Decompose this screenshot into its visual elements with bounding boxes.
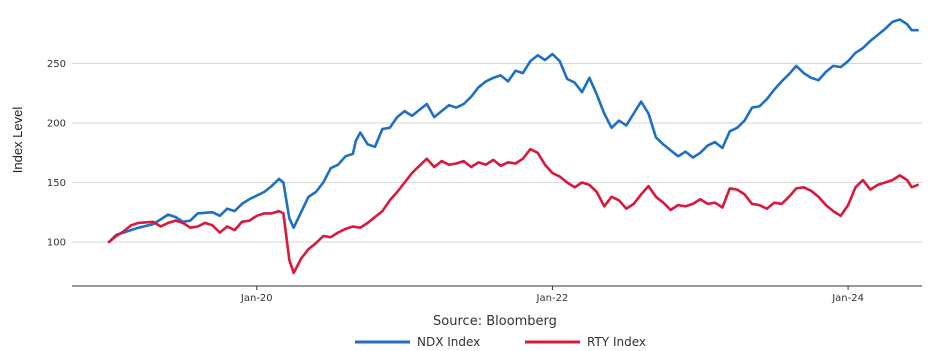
- legend-label: RTY Index: [587, 335, 646, 349]
- series-lines: [107, 18, 919, 275]
- legend: NDX Index RTY Index: [355, 335, 646, 349]
- x-tick-label: Jan-20: [240, 293, 273, 304]
- x-axis-label: Source: Bloomberg: [433, 314, 557, 329]
- legend-label: NDX Index: [417, 335, 480, 349]
- y-axis-label: Index Level: [10, 107, 25, 174]
- series-line-rty-index: [107, 147, 919, 275]
- y-tick-label: 100: [47, 237, 66, 248]
- y-tick-label: 150: [47, 178, 66, 189]
- y-tick-label: 200: [47, 119, 66, 130]
- y-axis-ticks: 100 150 200 250: [47, 59, 66, 248]
- grid-lines: [72, 63, 922, 243]
- x-tick-label: Jan-22: [536, 293, 569, 304]
- x-tick-label: Jan-24: [831, 293, 864, 304]
- x-axis-ticks: Jan-20 Jan-22 Jan-24: [240, 286, 864, 304]
- series-line-ndx-index: [107, 18, 919, 244]
- y-tick-label: 250: [47, 59, 66, 70]
